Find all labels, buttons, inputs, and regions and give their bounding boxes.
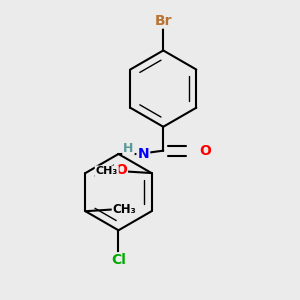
Text: H: H	[123, 142, 134, 154]
Text: CH₃: CH₃	[113, 203, 136, 216]
Text: O: O	[115, 164, 127, 177]
Text: Cl: Cl	[111, 253, 126, 267]
Text: CH₃: CH₃	[96, 167, 118, 176]
Text: N: N	[138, 147, 149, 161]
Text: Br: Br	[154, 14, 172, 28]
Text: O: O	[199, 144, 211, 158]
